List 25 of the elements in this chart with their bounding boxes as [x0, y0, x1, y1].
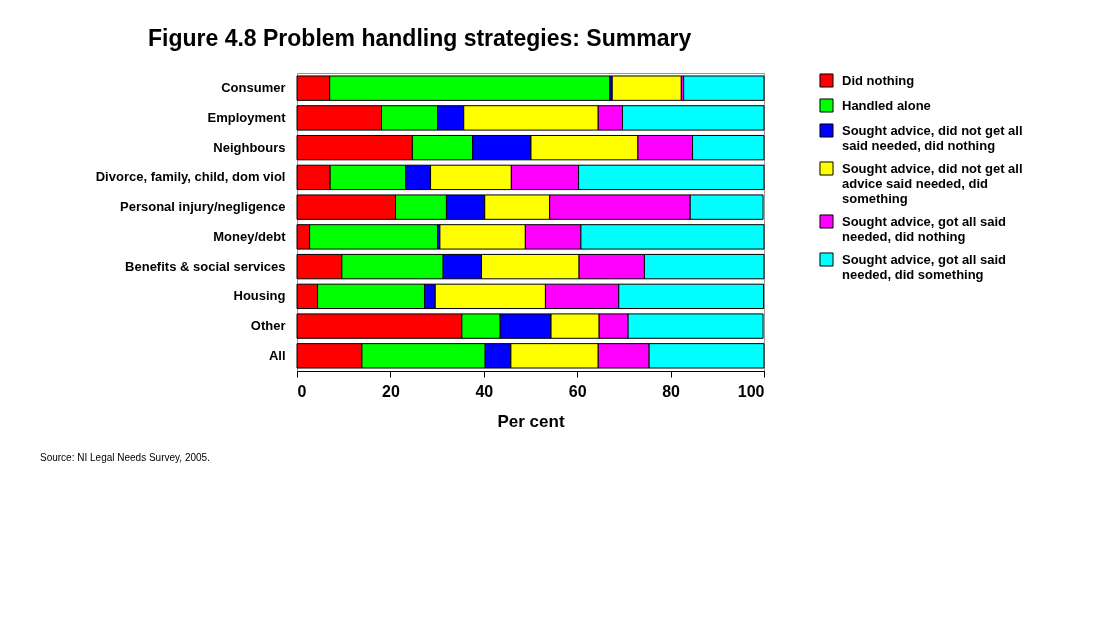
y-tick-label: Neighbours — [213, 139, 286, 155]
chart-title: Figure 4.8 Problem handling strategies: Summary — [148, 25, 692, 51]
legend-label: Did nothing — [842, 72, 915, 88]
y-tick-label: All — [268, 347, 286, 363]
legend-label: Sought advice, got all said needed, did nothing — [842, 213, 1007, 244]
y-tick-label: Other — [250, 318, 286, 334]
y-tick-label: Housing — [233, 288, 286, 304]
y-tick-label: Benefits & social services — [125, 258, 286, 274]
y-tick-label: Divorce, family, child, dom viol — [95, 169, 286, 185]
x-tick-label: 0 — [297, 382, 307, 400]
legend-label: Handled alone — [842, 97, 931, 113]
y-tick-label: Personal injury/negligence — [120, 199, 286, 215]
x-tick-label: 40 — [475, 382, 494, 400]
x-axis-title: Per cent — [497, 411, 565, 431]
y-tick-label: Employment — [207, 109, 287, 125]
y-tick-label: Money/debt — [213, 228, 287, 244]
legend-label: Sought advice, did not get all said needed, did nothing — [842, 122, 1023, 153]
legend-label: Sought advice, got all said needed, did something — [842, 251, 1007, 282]
source-note: Source: NI Legal Needs Survey, 2005. — [40, 452, 210, 463]
legend-label: Sought advice, did not get all advice said needed, did something — [842, 160, 1023, 206]
x-tick-label: 20 — [382, 382, 400, 400]
x-tick-label: 80 — [662, 382, 681, 400]
x-tick-label: 100 — [737, 382, 765, 400]
y-tick-label: Consumer — [221, 80, 286, 96]
x-tick-label: 60 — [568, 382, 587, 400]
